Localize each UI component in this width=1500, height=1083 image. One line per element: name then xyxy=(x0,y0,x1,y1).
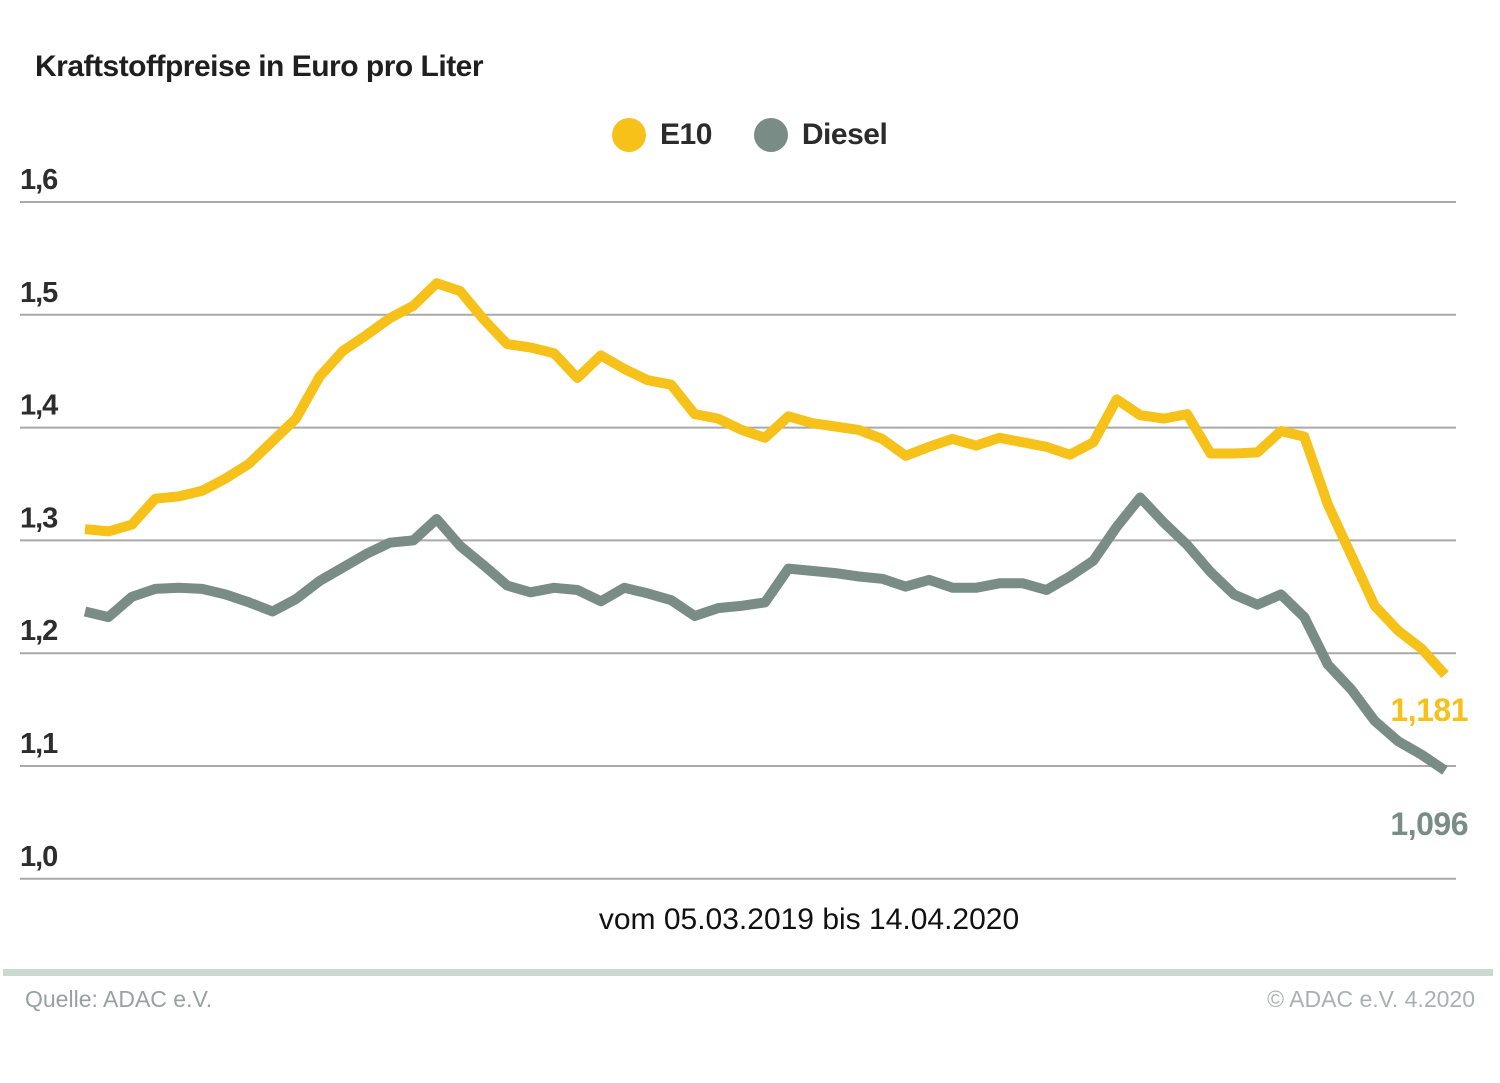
e10-end-value-label: 1,181 xyxy=(1390,692,1468,728)
y-tick-label-1,5: 1,5 xyxy=(20,277,58,309)
legend: E10 Diesel xyxy=(612,118,888,152)
y-tick-label-1,0: 1,0 xyxy=(20,841,57,873)
footer-copyright: © ADAC e.V. 4.2020 xyxy=(1267,986,1475,1012)
diesel-end-value-label: 1,096 xyxy=(1390,806,1468,842)
y-tick-label-1,3: 1,3 xyxy=(20,502,58,534)
y-tick-label-1,2: 1,2 xyxy=(20,615,57,647)
e10-legend-label: E10 xyxy=(660,118,712,151)
diesel-legend-swatch-icon xyxy=(753,118,788,152)
y-tick-label-1,1: 1,1 xyxy=(20,728,58,760)
page-title: Kraftstoffpreise in Euro pro Liter xyxy=(35,50,484,83)
y-tick-label-1,4: 1,4 xyxy=(20,390,58,422)
e10-line xyxy=(84,278,1449,678)
y-tick-label-1,6: 1,6 xyxy=(20,164,58,196)
footer-source: Quelle: ADAC e.V. xyxy=(25,986,213,1012)
e10-legend-swatch-icon xyxy=(612,118,646,152)
diesel-legend-label: Diesel xyxy=(801,118,888,151)
footer-divider xyxy=(3,969,1493,976)
x-axis-caption: vom 05.03.2019 bis 14.04.2020 xyxy=(598,903,1020,936)
diesel-line xyxy=(83,492,1448,775)
